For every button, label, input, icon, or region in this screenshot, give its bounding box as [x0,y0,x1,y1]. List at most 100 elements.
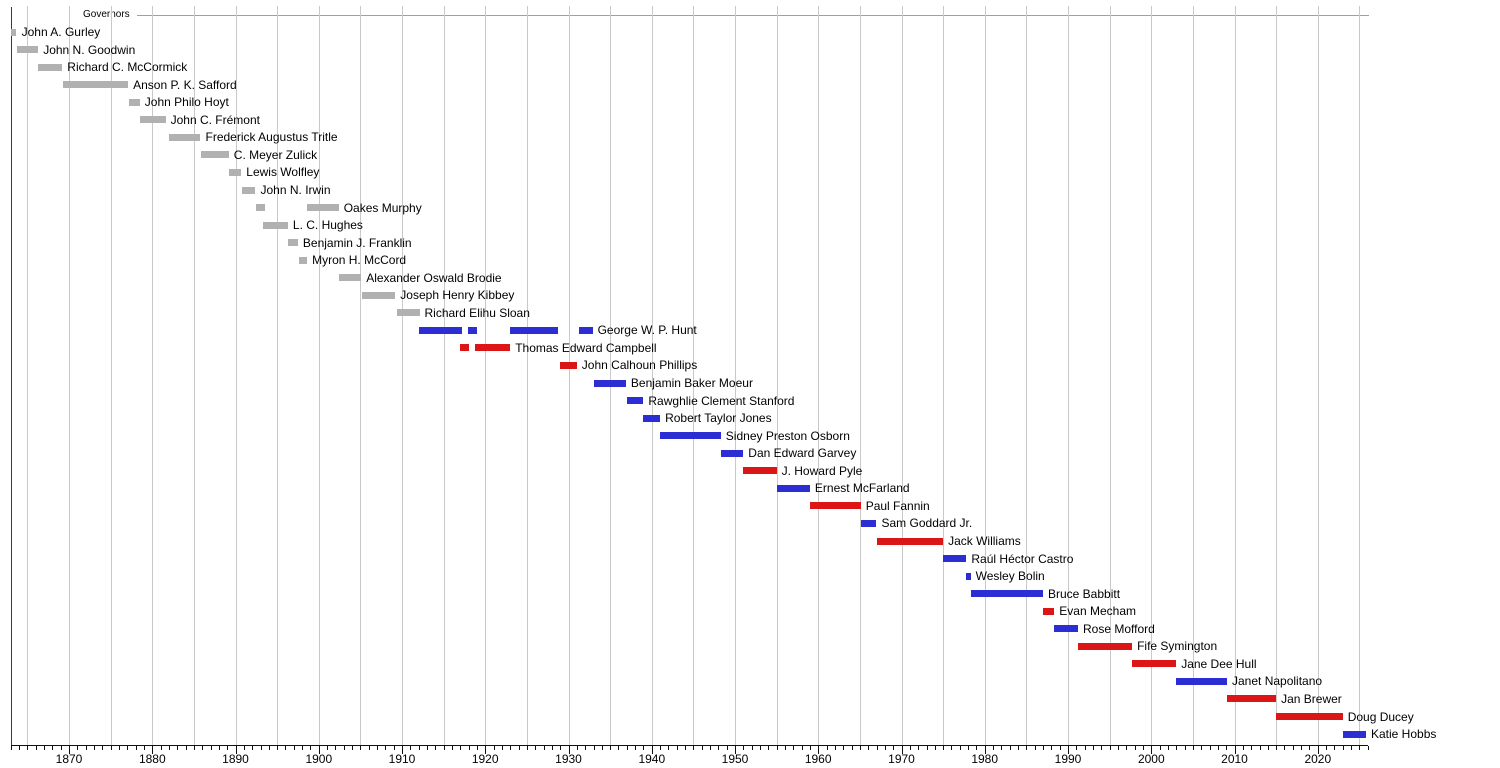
governor-label[interactable]: C. Meyer Zulick [233,147,318,162]
governor-term-bar[interactable] [1342,730,1366,738]
governor-term-bar[interactable] [128,98,140,106]
governor-term-bar[interactable] [200,151,229,159]
governor-label[interactable]: Doug Ducey [1347,709,1414,724]
governor-term-bar[interactable] [943,555,967,562]
governor-term-bar[interactable] [63,81,129,89]
governor-label[interactable]: Evan Mecham [1059,604,1136,619]
governor-label[interactable]: Jack Williams [948,534,1021,548]
governor-label[interactable]: Sidney Preston Osborn [725,428,850,443]
governor-label[interactable]: Lewis Wolfley [246,165,320,180]
governor-label[interactable]: Sam Goddard Jr. [881,516,973,531]
axis-tick-label: 1990 [1054,752,1082,766]
governor-label[interactable]: Oakes Murphy [343,200,422,215]
governor-term-bar[interactable] [242,186,256,194]
governor-term-bar[interactable] [16,46,39,53]
governor-term-bar[interactable] [228,168,242,176]
governor-term-bar[interactable] [720,449,744,457]
governor-term-bar[interactable] [510,326,559,334]
governor-label[interactable]: Frederick Augustus Tritle [205,130,338,145]
governor-label[interactable]: Benjamin Baker Moeur [630,376,753,390]
governor-term-bar[interactable] [1132,660,1177,668]
governor-term-bar[interactable] [1227,695,1277,703]
axis-minor-tick [951,746,953,750]
governor-term-bar[interactable] [660,432,721,440]
governor-term-bar[interactable] [1054,625,1078,633]
governor-term-bar[interactable] [1043,607,1055,615]
axis-minor-tick [685,746,686,750]
axis-minor-tick [693,746,695,750]
governor-label[interactable]: Richard Elihu Sloan [424,305,530,320]
governor-label[interactable]: John Calhoun Phillips [581,358,698,373]
governor-term-bar[interactable] [743,467,777,475]
governor-term-bar[interactable] [1078,642,1133,650]
governor-label[interactable]: Alexander Oswald Brodie [366,270,502,285]
governor-term-bar[interactable] [1176,677,1227,685]
governor-term-bar[interactable] [970,590,1043,598]
governor-term-bar[interactable] [263,221,288,229]
governor-label[interactable]: Myron H. McCord [312,253,407,268]
governor-term-bar[interactable] [560,361,577,369]
governor-label[interactable]: George W. P. Hunt [597,323,697,338]
axis-minor-tick [909,746,911,750]
governor-term-bar[interactable] [460,344,470,352]
governor-label[interactable]: Robert Taylor Jones [665,411,772,426]
axis-major-tick [568,746,570,754]
governor-term-bar[interactable] [38,63,63,71]
governor-term-bar[interactable] [418,326,462,334]
governor-label[interactable]: John Philo Hoyt [144,95,229,110]
governor-term-bar[interactable] [475,344,511,352]
axis-major-tick [152,746,154,754]
governor-term-bar[interactable] [307,204,339,211]
governor-term-bar[interactable] [1276,713,1343,720]
governor-term-bar[interactable] [643,414,660,422]
governor-term-bar[interactable] [10,28,17,36]
governor-label[interactable]: Richard C. McCormick [67,60,188,75]
governor-label[interactable]: Wesley Bolin [975,569,1045,584]
governor-label[interactable]: Thomas Edward Campbell [515,340,657,355]
governor-term-bar[interactable] [168,133,201,141]
governor-label[interactable]: Dan Edward Garvey [748,446,857,461]
governor-label[interactable]: Jane Dee Hull [1181,656,1257,671]
governor-label[interactable]: Janet Napolitano [1232,674,1323,689]
governor-term-bar[interactable] [467,326,477,334]
governor-label[interactable]: John A. Gurley [21,25,101,39]
governor-label[interactable]: John C. Frémont [170,112,260,127]
governor-term-bar[interactable] [626,397,644,405]
governor-label[interactable]: L. C. Hughes [292,218,363,233]
governor-term-bar[interactable] [397,309,420,317]
axis-minor-tick [1034,746,1036,750]
governor-term-bar[interactable] [876,537,944,545]
axis-minor-tick [168,746,170,750]
governor-label[interactable]: J. Howard Pyle [781,463,863,478]
governor-label[interactable]: Rose Mofford [1083,621,1155,636]
governor-label[interactable]: Raúl Héctor Castro [971,551,1074,566]
governor-label[interactable]: John N. Irwin [260,183,331,197]
axis-major-tick [1068,746,1069,754]
gridline-1900 [318,6,320,745]
governor-term-bar[interactable] [776,484,810,492]
governor-term-bar[interactable] [255,204,265,211]
governor-label[interactable]: Katie Hobbs [1371,727,1437,741]
governor-term-bar[interactable] [860,519,877,527]
governor-term-bar[interactable] [578,326,593,334]
governor-term-bar[interactable] [809,502,861,510]
governor-term-bar[interactable] [298,256,308,264]
axis-minor-tick [393,746,395,750]
governor-term-bar[interactable] [966,572,971,580]
governor-label[interactable]: Jan Brewer [1281,691,1342,706]
axis-minor-tick [701,746,703,750]
governor-term-bar[interactable] [287,239,298,247]
governor-label[interactable]: Rawghlie Clement Stanford [648,393,795,408]
governor-label[interactable]: Paul Fannin [865,498,930,513]
governor-label[interactable]: Fife Symington [1137,639,1218,654]
governor-label[interactable]: John N. Goodwin [43,42,136,57]
governor-term-bar[interactable] [362,291,396,299]
governor-label[interactable]: Ernest McFarland [814,481,910,496]
governor-term-bar[interactable] [139,116,166,124]
governor-label[interactable]: Joseph Henry Kibbey [400,288,515,303]
governor-label[interactable]: Bruce Babbitt [1048,586,1121,601]
governor-term-bar[interactable] [593,379,626,387]
governor-label[interactable]: Benjamin J. Franklin [302,235,412,250]
governor-label[interactable]: Anson P. K. Safford [133,77,237,92]
governor-term-bar[interactable] [338,274,362,282]
